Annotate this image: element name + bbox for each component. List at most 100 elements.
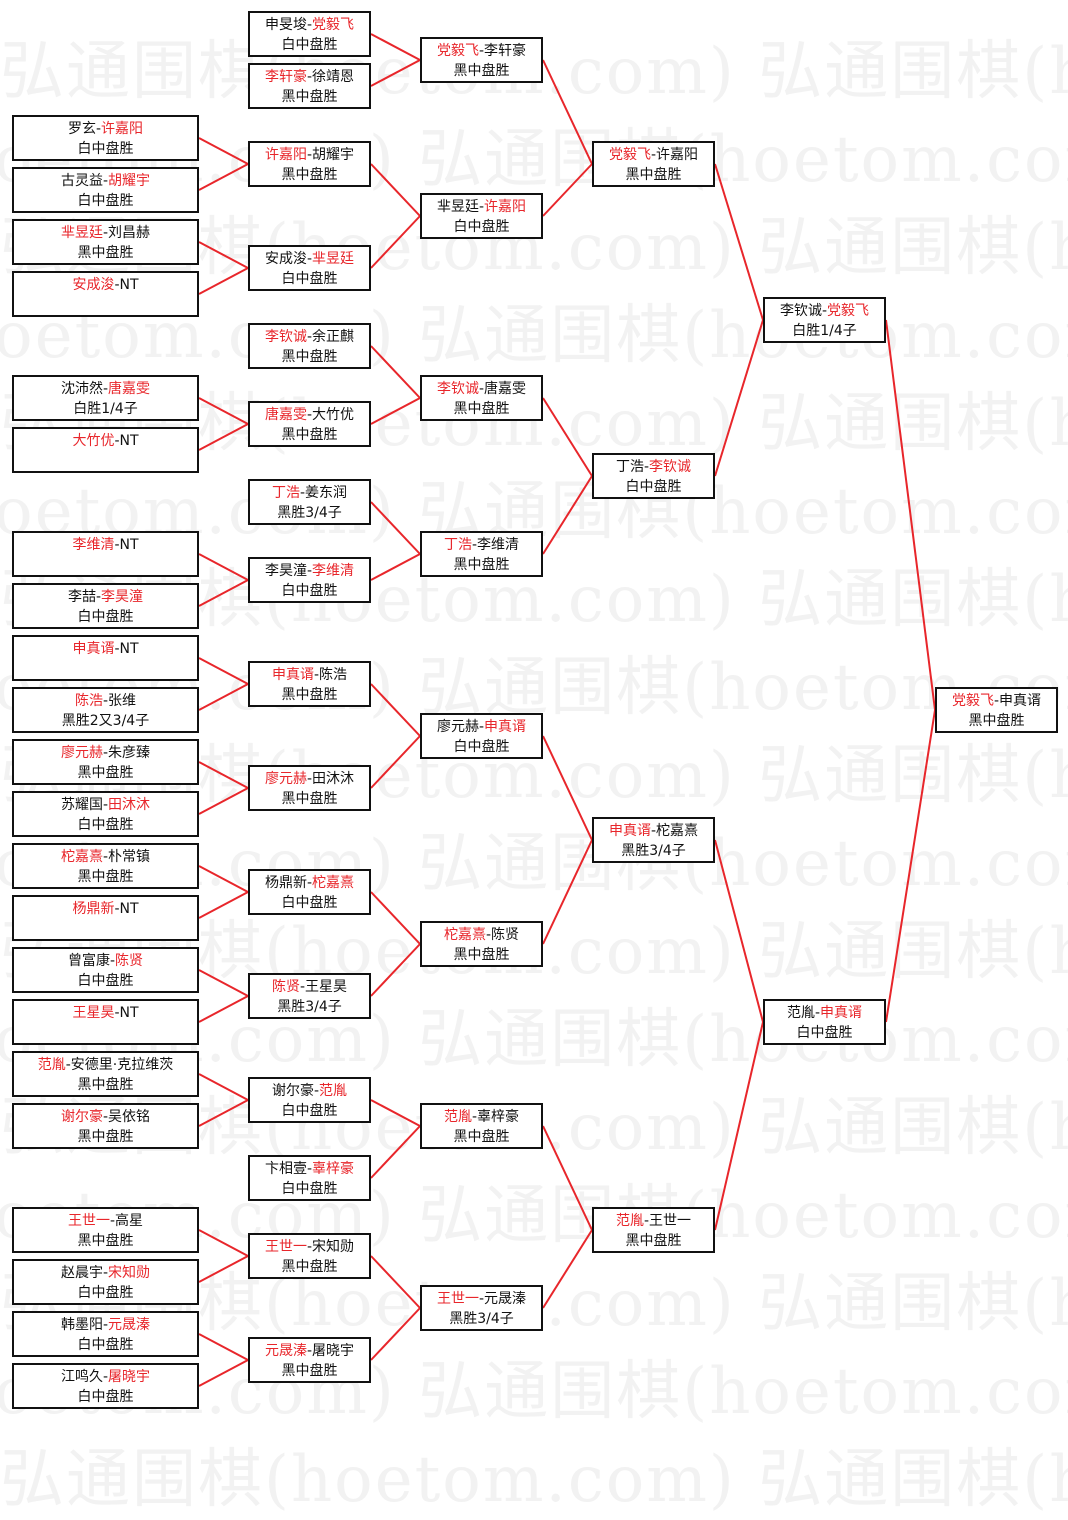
- winner-name: 李维清: [312, 563, 355, 579]
- match-players: 申真谞-陈浩: [250, 665, 369, 685]
- match-result: 黑中盘胜: [77, 1077, 134, 1093]
- match-players: 柁嘉熹-朴常镇: [14, 847, 197, 867]
- winner-name: 王世一: [436, 1291, 479, 1307]
- winner-name: 申真谞: [72, 641, 115, 657]
- player-name: 张维: [108, 693, 137, 709]
- winner-name: 党毅飞: [827, 303, 870, 319]
- player-name: 杨鼎新: [264, 875, 307, 891]
- player-name: 李钦诚: [779, 303, 822, 319]
- match-box: 大竹优-NT: [12, 427, 199, 473]
- winner-name: 唐嘉雯: [108, 381, 151, 397]
- separator: -: [306, 407, 313, 423]
- player-name: 廖元赫: [436, 719, 479, 735]
- match-players: 王世一-高星: [14, 1211, 197, 1231]
- player-name: 古灵益: [60, 173, 103, 189]
- match-result: 黑中盘胜: [281, 167, 338, 183]
- match-players: 罗玄-许嘉阳: [14, 119, 197, 139]
- winner-name: 芈昱廷: [312, 251, 355, 267]
- separator: -: [306, 563, 313, 579]
- match-result: 黑胜3/4子: [277, 505, 342, 521]
- match-result: 白中盘胜: [77, 1285, 134, 1301]
- match-players: 古灵益-胡耀宇: [14, 171, 197, 191]
- match-box: 李钦诚-唐嘉雯 黑中盘胜: [420, 375, 543, 421]
- separator: -: [313, 1083, 320, 1099]
- match-box: 古灵益-胡耀宇白中盘胜: [12, 167, 199, 213]
- match-players: 李昊潼-李维清: [250, 561, 369, 581]
- bracket-connector: [885, 319, 936, 711]
- match-result: 白中盘胜: [77, 193, 134, 209]
- match-result: 黑中盘胜: [281, 89, 338, 105]
- bracket-connector: [198, 865, 249, 893]
- match-box: 廖元赫-朱彦臻 黑中盘胜: [12, 739, 199, 785]
- match-result: 黑中盘胜: [77, 869, 134, 885]
- match-players: 唐嘉雯-大竹优: [250, 405, 369, 425]
- player-name: 韩墨阳: [60, 1317, 103, 1333]
- match-players: 韩墨阳-元晟溱: [14, 1315, 197, 1335]
- match-box: 元晟溱-屠晓宇 黑中盘胜: [248, 1337, 371, 1383]
- player-name: 徐靖恩: [312, 69, 355, 85]
- match-result: 白中盘胜: [281, 271, 338, 287]
- match-players: 柁嘉熹-陈贤: [422, 925, 541, 945]
- winner-name: 李维清: [72, 537, 115, 553]
- winner-name: 范胤: [319, 1083, 348, 1099]
- bracket-connector: [198, 683, 249, 711]
- winner-name: 李钦诚: [436, 381, 479, 397]
- match-players: 范胤-王世一: [594, 1211, 713, 1231]
- bracket-connector: [370, 1125, 421, 1179]
- separator: -: [478, 719, 485, 735]
- match-players: 李轩豪-徐靖恩: [250, 67, 369, 87]
- winner-name: 申真谞: [271, 667, 314, 683]
- player-name: 李喆: [67, 589, 96, 605]
- match-box: 丁浩-李维清 黑中盘胜: [420, 531, 543, 577]
- match-players: 党毅飞-许嘉阳: [594, 145, 713, 165]
- match-players: 沈沛然-唐嘉雯: [14, 379, 197, 399]
- separator: -: [478, 199, 485, 215]
- winner-name: 许嘉阳: [101, 121, 144, 137]
- player-name: 唐嘉雯: [484, 381, 527, 397]
- winner-name: 廖元赫: [60, 745, 103, 761]
- bracket-connector: [198, 267, 249, 295]
- match-players: 范胤-申真谞: [765, 1003, 884, 1023]
- match-result: 白中盘胜: [77, 973, 134, 989]
- match-result: 黑中盘胜: [453, 557, 510, 573]
- match-box: 罗玄-许嘉阳 白中盘胜: [12, 115, 199, 161]
- match-players: 王世一-元晟溱: [422, 1289, 541, 1309]
- bracket-connector: [198, 1255, 249, 1283]
- separator: -: [102, 1369, 109, 1385]
- separator: -: [478, 43, 485, 59]
- bracket-connector: [370, 215, 421, 269]
- match-players: 李钦诚-唐嘉雯: [422, 379, 541, 399]
- match-players: 党毅飞-李轩豪: [422, 41, 541, 61]
- match-box: 李昊潼-李维清 白中盘胜: [248, 557, 371, 603]
- player-name: 安德里·克拉维茨: [70, 1057, 174, 1073]
- match-box: 安成浚-芈昱廷 白中盘胜: [248, 245, 371, 291]
- separator: -: [114, 277, 120, 293]
- bracket-connector: [198, 1099, 249, 1127]
- winner-name: 王世一: [67, 1213, 110, 1229]
- match-players: 丁浩-李钦诚: [594, 457, 713, 477]
- separator: -: [993, 693, 1000, 709]
- winner-name: 王星昊: [72, 1005, 115, 1021]
- match-result: 黑中盘胜: [77, 1129, 134, 1145]
- match-box: 廖元赫-田沐沐 黑中盘胜: [248, 765, 371, 811]
- match-box: 范胤-王世一 黑中盘胜: [592, 1207, 715, 1253]
- match-box: 党毅飞-申真谞 黑中盘胜: [935, 687, 1058, 733]
- player-name: 王世一: [649, 1213, 692, 1229]
- match-result: 黑中盘胜: [625, 167, 682, 183]
- separator: -: [114, 433, 120, 449]
- separator: -: [306, 771, 313, 787]
- bracket-connector: [198, 423, 249, 451]
- match-players: 谢尔豪-范胤: [250, 1081, 369, 1101]
- separator: -: [114, 901, 120, 917]
- match-result: 白中盘胜: [77, 1337, 134, 1353]
- bracket-connector: [198, 137, 249, 165]
- bracket-connector: [370, 943, 421, 997]
- match-players: 谢尔豪-吴依铭: [14, 1107, 197, 1127]
- winner-name: 廖元赫: [264, 771, 307, 787]
- winner-name: 元晟溱: [264, 1343, 307, 1359]
- match-box: 王世一-高星 黑中盘胜: [12, 1207, 199, 1253]
- winner-name: 田沐沐: [108, 797, 151, 813]
- winner-name: 谢尔豪: [60, 1109, 103, 1125]
- match-box: 李维清-NT: [12, 531, 199, 577]
- bracket-connector: [370, 501, 421, 555]
